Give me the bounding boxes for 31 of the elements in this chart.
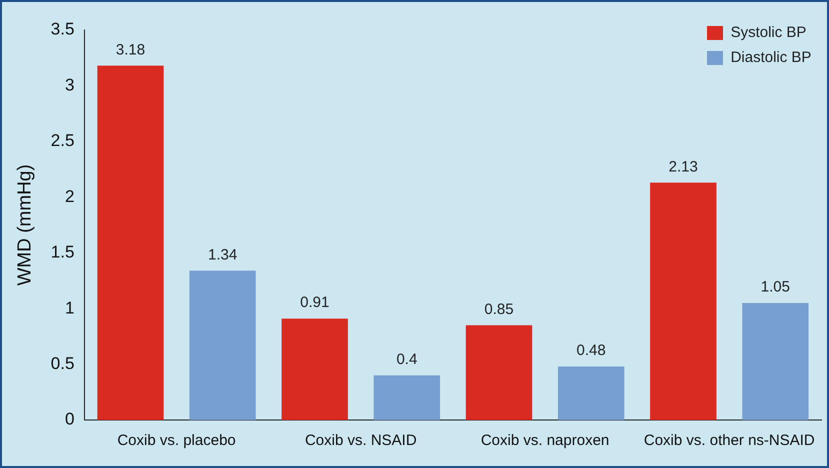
data-label: 0.4	[396, 351, 418, 368]
y-tick-label: 2	[64, 186, 74, 206]
bar	[374, 375, 440, 420]
y-axis-title: WMD (mmHg)	[14, 164, 36, 286]
y-tick-label: 3.5	[50, 20, 74, 39]
y-tick-label: 3	[64, 75, 74, 94]
bar	[650, 182, 716, 420]
data-label: 3.18	[116, 41, 146, 58]
data-label: 2.13	[668, 158, 698, 176]
bar	[466, 325, 532, 420]
y-tick-label: 1.5	[50, 242, 74, 262]
y-tick-label: 0.5	[50, 354, 74, 373]
y-tick-label: 1	[64, 298, 74, 318]
x-tick-label: Coxib vs. other ns-NSAID	[644, 432, 815, 450]
data-label: 0.91	[300, 294, 330, 312]
y-tick-label: 2.5	[50, 131, 74, 150]
data-label: 1.34	[208, 246, 238, 264]
x-tick-label: Coxib vs. placebo	[117, 432, 236, 450]
x-tick-label: Coxib vs. naproxen	[480, 432, 610, 450]
bar	[742, 303, 809, 420]
data-label: 0.48	[576, 342, 606, 360]
legend-label: Systolic BP	[730, 24, 806, 41]
bar	[282, 318, 348, 420]
bar	[97, 66, 164, 420]
legend-label: Diastolic BP	[730, 49, 812, 66]
x-tick-label: Coxib vs. NSAID	[304, 432, 417, 450]
data-label: 1.05	[760, 278, 790, 296]
y-tick-label: 0	[64, 410, 74, 429]
bar	[189, 270, 256, 420]
bar	[558, 366, 624, 420]
data-label: 0.85	[484, 300, 514, 318]
